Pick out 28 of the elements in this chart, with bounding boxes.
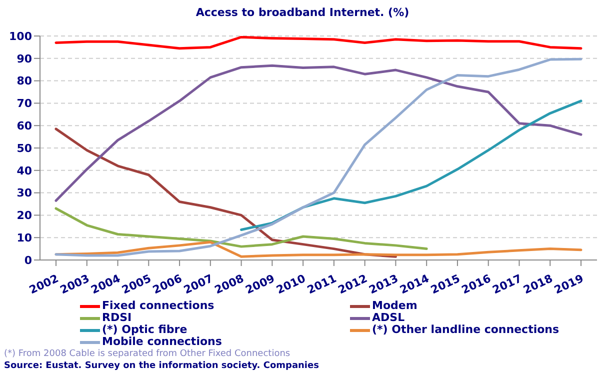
y-tick-label: 50: [16, 142, 32, 155]
y-tick-label: 0: [24, 254, 32, 267]
line-series: [54, 58, 582, 257]
legend-label: Fixed connections: [102, 299, 214, 312]
y-tick-label: 60: [16, 120, 32, 133]
y-tick-label: 70: [16, 97, 32, 110]
legend-label: Mobile connections: [102, 335, 222, 348]
y-tick-label: 20: [16, 209, 32, 222]
text: (*) From 2008 Cable is separated from Other Fixed Connections: [4, 348, 292, 360]
y-tick-label: 30: [16, 186, 32, 200]
legend-label: (*) Other landline connections: [372, 323, 560, 336]
legend-label: Modem: [372, 299, 418, 312]
y-tick-label: 80: [16, 74, 32, 88]
chart-title: Access to broadband Internet. (%): [194, 5, 410, 21]
source-note: Source: Eustat. Survey on the information society. Companies: [4, 360, 320, 372]
x-tick-label: 2011: [305, 272, 339, 297]
legend-label: (*) Optic fibre: [102, 323, 188, 336]
legend-label: RDSI: [102, 311, 132, 324]
line-series: [54, 36, 582, 50]
y-tick-label: 10: [16, 232, 32, 245]
x-tick-label: 2009: [243, 272, 277, 297]
line-series: [54, 64, 582, 202]
y-tick-label: 40: [16, 164, 32, 178]
y-tick-label: 90: [16, 52, 32, 66]
line-series: [54, 207, 428, 250]
y-tick-label: 100: [9, 30, 32, 43]
legend-label: ADSL: [372, 311, 405, 324]
x-tick-label: 2019: [552, 272, 586, 297]
